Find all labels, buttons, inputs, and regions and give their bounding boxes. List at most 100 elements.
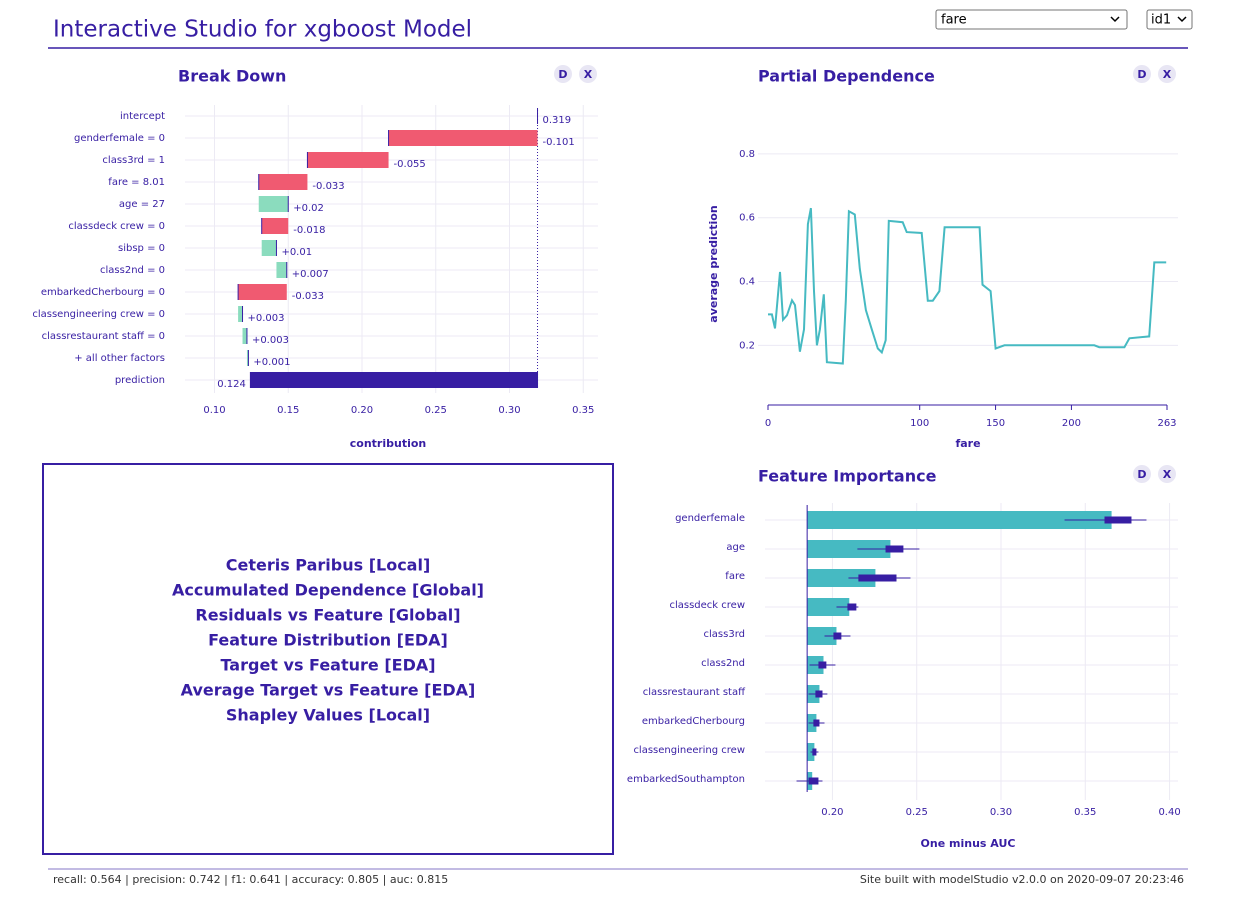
value-label: -0.018: [293, 225, 325, 236]
value-label: -0.033: [292, 291, 324, 302]
y-tick-label: 0.4: [739, 277, 755, 288]
bar: [307, 152, 389, 168]
close-button[interactable]: [1158, 65, 1176, 83]
menu-item[interactable]: Accumulated Dependence [Global]: [172, 581, 484, 600]
footer-metrics: recall: 0.564 | precision: 0.742 | f1: 0…: [53, 873, 448, 886]
x-tick-label: 0.30: [498, 405, 520, 416]
bar: [242, 328, 247, 344]
value-label: 0.319: [543, 115, 572, 126]
box: [813, 719, 820, 727]
row-label: classdeck crew: [669, 600, 745, 611]
row-label: genderfemale = 0: [74, 133, 165, 144]
value-label: 0.124: [217, 379, 246, 390]
describe-label[interactable]: D: [1137, 468, 1146, 481]
row-label: classengineering crew: [633, 745, 745, 756]
value-label: +0.003: [248, 313, 285, 324]
x-tick-label: 0.35: [1074, 807, 1096, 818]
select-arrow: [1177, 16, 1187, 23]
x-tick-label: 0.25: [425, 405, 447, 416]
value-label: +0.001: [253, 357, 290, 368]
row-label: age: [726, 542, 745, 553]
x-tick-label: 263: [1157, 418, 1176, 429]
panel-title: Partial Dependence: [758, 67, 935, 86]
describe-button[interactable]: [1133, 65, 1151, 83]
y-tick-label: 0.2: [739, 340, 755, 351]
close-label[interactable]: X: [584, 68, 593, 81]
bar: [807, 627, 837, 645]
row-label: age = 27: [119, 199, 165, 210]
box: [808, 777, 819, 785]
box: [815, 690, 823, 698]
page-title: Interactive Studio for xgboost Model: [53, 17, 472, 43]
x-tick-label: 0.20: [351, 405, 373, 416]
row-label: prediction: [115, 375, 165, 386]
bar: [388, 130, 538, 146]
row-label: classdeck crew = 0: [68, 221, 165, 232]
describe-label[interactable]: D: [1137, 68, 1146, 81]
box: [812, 748, 817, 756]
bar: [276, 262, 287, 278]
bar: [246, 350, 249, 366]
y-tick-label: 0.6: [739, 213, 755, 224]
box: [1104, 516, 1132, 524]
row-label: class2nd = 0: [100, 265, 165, 276]
row-label: embarkedCherbourg: [642, 716, 745, 727]
box: [858, 574, 897, 582]
close-label[interactable]: X: [1163, 468, 1172, 481]
value-label: -0.033: [312, 181, 344, 192]
bar: [261, 240, 277, 256]
row-label: embarkedSouthampton: [627, 774, 745, 785]
x-tick-label: 0.30: [990, 807, 1012, 818]
row-label: fare = 8.01: [108, 177, 165, 188]
panel-title: Break Down: [178, 67, 286, 86]
x-axis-title: One minus AUC: [921, 837, 1016, 850]
row-label: classengineering crew = 0: [32, 309, 165, 320]
row-label: intercept: [120, 111, 165, 122]
describe-button[interactable]: [554, 65, 572, 83]
menu-item[interactable]: Residuals vs Feature [Global]: [195, 606, 460, 625]
box: [833, 632, 842, 640]
row-label: genderfemale: [675, 513, 745, 524]
x-tick-label: 0.35: [572, 405, 594, 416]
x-tick-label: 100: [910, 418, 929, 429]
bar: [238, 284, 287, 300]
close-button[interactable]: [579, 65, 597, 83]
menu-item[interactable]: Average Target vs Feature [EDA]: [181, 681, 476, 700]
bar: [807, 511, 1112, 529]
bar: [238, 306, 243, 322]
describe-label[interactable]: D: [558, 68, 567, 81]
value-label: +0.01: [281, 247, 312, 258]
bar: [261, 218, 289, 234]
row-label: classrestaurant staff = 0: [42, 331, 165, 342]
box: [885, 545, 904, 553]
menu-box: [42, 463, 614, 855]
close-button[interactable]: [1158, 465, 1176, 483]
bar: [249, 372, 538, 388]
value-label: -0.101: [543, 137, 575, 148]
menu-item[interactable]: Target vs Feature [EDA]: [220, 656, 435, 675]
observation-select-text[interactable]: id1: [1151, 13, 1171, 28]
bar: [807, 569, 876, 587]
variable-select[interactable]: [935, 9, 1128, 30]
panel-buttons: D X D X D X: [554, 65, 1176, 483]
menu-item[interactable]: Shapley Values [Local]: [226, 706, 430, 725]
menu-item[interactable]: Feature Distribution [EDA]: [208, 631, 448, 650]
row-label: sibsp = 0: [118, 243, 165, 254]
row-label: classrestaurant staff: [643, 687, 746, 698]
x-tick-label: 0.25: [906, 807, 928, 818]
variable-select-text[interactable]: fare: [941, 13, 967, 28]
observation-select[interactable]: [1146, 9, 1193, 30]
x-axis-title: contribution: [350, 437, 426, 450]
describe-button[interactable]: [1133, 465, 1151, 483]
x-tick-label: 0.20: [821, 807, 843, 818]
footer-credit: Site built with modelStudio v2.0.0 on 20…: [860, 873, 1184, 886]
x-tick-label: 0.10: [203, 405, 225, 416]
x-tick-label: 200: [1062, 418, 1081, 429]
row-label: class3rd: [704, 629, 745, 640]
select-arrow: [1110, 16, 1120, 23]
x-tick-label: 0.15: [277, 405, 299, 416]
x-tick-label: 0.40: [1158, 807, 1180, 818]
close-label[interactable]: X: [1163, 68, 1172, 81]
menu-item[interactable]: Ceteris Paribus [Local]: [226, 556, 431, 575]
